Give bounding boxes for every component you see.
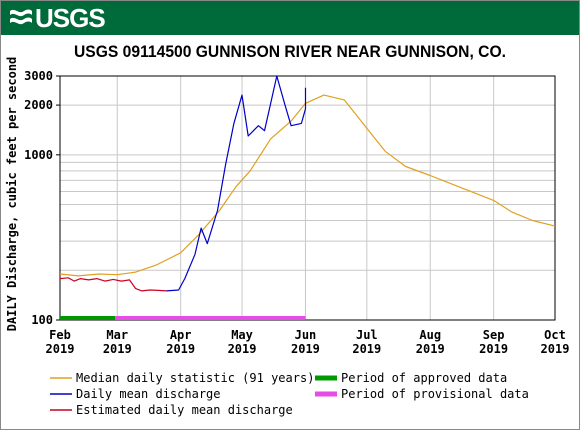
- y-tick-label: 3000: [24, 69, 53, 83]
- usgs-banner: USGS: [1, 1, 579, 35]
- series-line-2: [166, 75, 307, 292]
- x-tick-year-label: 2019: [352, 342, 381, 356]
- x-tick-label: Aug: [419, 328, 441, 342]
- period-bar-1: [60, 316, 116, 320]
- x-tick-year-label: 2019: [166, 342, 195, 356]
- usgs-logo-text: USGS: [35, 2, 106, 33]
- period-bar-2: [115, 316, 306, 320]
- y-tick-label: 1000: [24, 148, 53, 162]
- x-tick-label: Oct: [544, 328, 566, 342]
- x-tick-year-label: 2019: [103, 342, 132, 356]
- x-tick-label: Jul: [356, 328, 378, 342]
- x-tick-label: Mar: [106, 328, 128, 342]
- x-tick-label: Apr: [170, 328, 192, 342]
- plot-border: [59, 75, 556, 321]
- x-tick-year-label: 2019: [416, 342, 445, 356]
- x-tick-year-label: 2019: [479, 342, 508, 356]
- y-tick-label: 100: [31, 313, 53, 327]
- chart-title: USGS 09114500 GUNNISON RIVER NEAR GUNNIS…: [74, 42, 506, 61]
- x-tick-label: May: [231, 328, 253, 342]
- series-line-1: [59, 94, 556, 277]
- series-line-3: [59, 277, 167, 292]
- x-tick-year-label: 2019: [46, 342, 75, 356]
- x-tick-year-label: 2019: [291, 342, 320, 356]
- x-tick-label: Sep: [483, 328, 505, 342]
- usgs-logo[interactable]: USGS: [9, 2, 106, 33]
- x-tick-year-label: 2019: [228, 342, 257, 356]
- x-tick-label: Feb: [49, 328, 71, 342]
- y-tick-label: 2000: [24, 98, 53, 112]
- x-tick-label: Jun: [295, 328, 317, 342]
- x-tick-year-label: 2019: [541, 342, 570, 356]
- plot-area: [60, 76, 555, 320]
- legend-label: Median daily statistic (91 years): [76, 371, 314, 385]
- legend-label: Daily mean discharge: [76, 387, 221, 401]
- y-axis-label: DAILY Discharge, cubic feet per second: [5, 57, 19, 332]
- usgs-wave-icon: [10, 9, 32, 25]
- legend-label: Period of provisional data: [341, 387, 529, 401]
- legend-label: Period of approved data: [341, 371, 507, 385]
- legend-label: Estimated daily mean discharge: [76, 403, 293, 417]
